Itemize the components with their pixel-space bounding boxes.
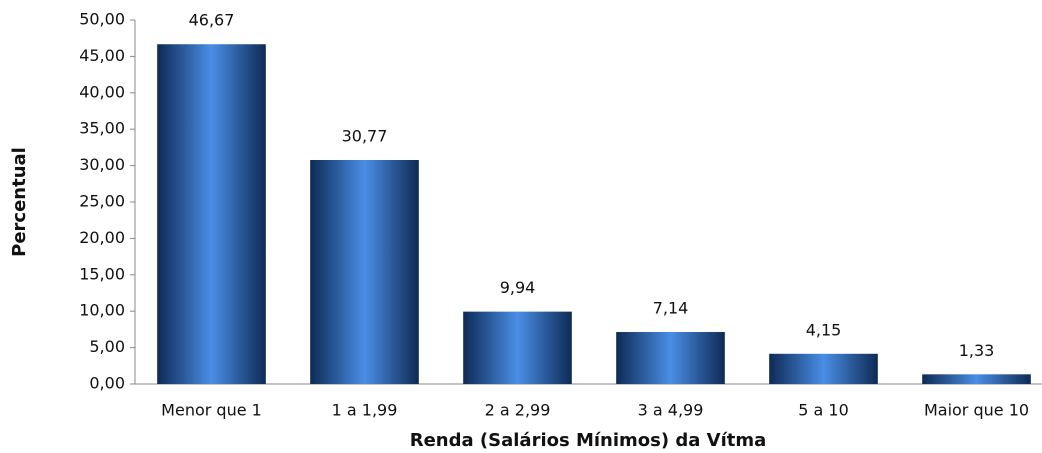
data-label: 1,33 [959, 341, 995, 360]
x-axis-title: Renda (Salários Mínimos) da Vítma [410, 430, 767, 451]
bar [616, 332, 725, 384]
y-tick-label: 40,00 [79, 82, 125, 101]
y-tick-label: 10,00 [79, 301, 125, 320]
x-tick-label: 2 a 2,99 [485, 401, 551, 420]
data-label: 4,15 [806, 320, 842, 339]
data-label: 46,67 [189, 11, 235, 30]
y-axis-title: Percentual [9, 147, 30, 257]
bar [769, 353, 878, 384]
x-tick-label: Maior que 10 [924, 401, 1029, 420]
bar [157, 44, 266, 384]
y-tick-label: 0,00 [89, 374, 125, 393]
y-tick-label: 20,00 [79, 228, 125, 247]
data-label: 7,14 [653, 299, 689, 318]
data-label: 9,94 [500, 278, 536, 297]
y-tick-label: 30,00 [79, 155, 125, 174]
y-tick-label: 45,00 [79, 46, 125, 65]
x-tick-label: 1 a 1,99 [332, 401, 398, 420]
bar [922, 374, 1031, 384]
y-tick-label: 15,00 [79, 264, 125, 283]
bar [463, 311, 572, 384]
x-tick-label: 3 a 4,99 [638, 401, 704, 420]
y-tick-label: 50,00 [79, 10, 125, 29]
bar [310, 159, 419, 384]
data-label: 30,77 [342, 126, 388, 145]
y-tick-label: 25,00 [79, 192, 125, 211]
x-tick-label: Menor que 1 [161, 401, 262, 420]
x-tick-label: 5 a 10 [798, 401, 849, 420]
y-tick-label: 5,00 [89, 337, 125, 356]
y-tick-label: 35,00 [79, 119, 125, 138]
